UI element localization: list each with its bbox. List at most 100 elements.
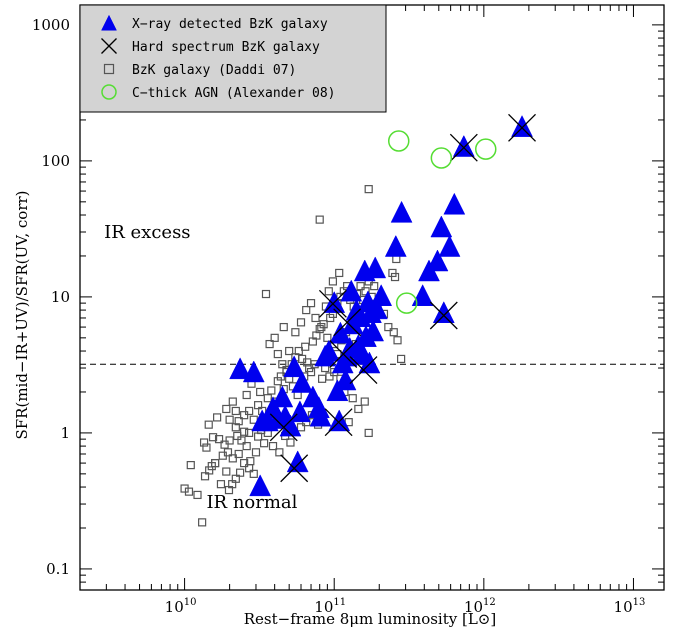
xray-bzk-point [438,234,461,257]
bzk-galaxy-point [306,299,316,308]
bzk-galaxy-point [348,394,357,403]
bzk-galaxy-point [228,397,237,406]
bzk-galaxy-point [225,436,234,445]
hard-spectrum-point [318,289,347,318]
x-axis-label: Rest−frame 8μm luminosity [L⊙] [244,610,496,628]
bzk-galaxy-point [364,428,373,438]
xray-bzk-point [326,379,349,402]
xray-bzk-point [309,404,332,427]
bzk-galaxy-point [231,406,240,416]
bzk-galaxy-point [279,322,288,332]
xray-bzk-point [426,249,449,272]
xray-bzk-point [358,351,381,374]
bzk-galaxy-point [245,428,254,438]
x-tick-label: 1010 [165,597,197,616]
legend: X−ray detected BzK galaxy Hard spectrum B… [79,4,387,113]
bzk-galaxy-point [202,443,211,452]
y-tick-label: 100 [41,152,70,170]
hard-spectrum-point [508,113,536,142]
xray-bzk-point [334,368,357,391]
cross-stroke [280,454,309,483]
hard-spectrum-point [269,413,298,442]
bzk-galaxy-point [325,372,334,381]
bzk-galaxy-point [317,322,326,332]
bzk-galaxy-point [240,458,249,468]
region-label: IR normal [206,492,297,513]
bzk-galaxy-point [204,420,213,429]
bzk-galaxy-point [296,423,306,432]
bzk-galaxy-point [323,333,332,342]
xray-bzk-point [364,256,387,279]
bzk-galaxy-point [265,339,274,349]
y-tick-label: 0.1 [46,560,70,578]
cross-stroke [333,308,362,337]
bzk-galaxy-point [302,305,311,315]
bzk-galaxy-point [216,480,226,489]
hard-spectrum-point [429,301,458,330]
bzk-galaxy-point [220,440,229,449]
bzk-galaxy-point [273,349,282,359]
bzk-galaxy-point [242,441,251,451]
bzk-galaxy-point [228,454,237,463]
bzk-galaxy-point [278,360,287,369]
bzk-galaxy-point [294,346,303,356]
bzk-galaxy-point [200,472,210,481]
bzk-galaxy-point [397,354,406,364]
hard-spectrum-point [101,38,117,54]
bzk-galaxy-point [370,282,379,291]
xray-bzk-point [229,357,252,380]
bzk-galaxy-point [306,367,316,377]
bzk-galaxy-point [231,423,240,432]
bzk-galaxy-point [245,464,254,473]
region-annotations: IR excess IR normal [104,222,298,513]
hard-spectrum-point [449,133,478,162]
bzk-galaxy-point [245,406,254,416]
xray-bzk-point [430,215,453,238]
bzk-galaxy-point [315,215,324,224]
xray-bzk-point [362,319,385,342]
bzk-galaxy-point [393,336,402,345]
xray-bzk-point [432,301,455,323]
legend-entry-label: C−thick AGN (Alexander 08) [132,86,336,101]
bzk-galaxy-point [267,386,276,395]
cthick-agn-point [388,130,410,152]
bzk-galaxy-point [311,313,320,323]
bzk-galaxy-point [251,448,261,457]
bzk-galaxy-point [296,318,306,327]
cthick-agn-point [395,292,418,314]
bzk-galaxy-point [285,346,294,356]
bzk-galaxy-point [263,394,272,403]
cross-stroke [318,289,347,318]
hard-spectrum-point [333,308,362,337]
bzk-galaxy-point [213,413,222,422]
bzk-galaxy-point [234,449,243,459]
hard-spectrum-point [324,408,353,437]
bzk-galaxy-point [222,467,231,476]
xray-bzk-point [452,134,475,157]
xray-bzk-point [286,450,309,473]
xray-bzk-point [291,370,313,393]
cross-stroke [508,113,536,142]
hard-spectrum-point [329,340,358,369]
bzk-galaxy-point [291,328,300,337]
bzk-galaxy-point [103,63,115,75]
bzk-galaxy-point [361,287,370,296]
cross-stroke [101,38,117,54]
y-tick-label: 1 [60,424,70,442]
bzk-galaxy-point [211,458,220,468]
bzk-galaxy-point [390,272,400,282]
xray-bzk-point [370,284,393,306]
bzk-galaxy-point [356,282,365,291]
bzk-galaxy-point [193,490,202,500]
bzk-galaxy-point [225,415,234,424]
xray-bzk-point [317,339,340,362]
legend-entry-label: Hard spectrum BzK galaxy [132,40,320,55]
cthick-agn-point [430,147,453,169]
bzk-galaxy-point [354,404,363,414]
hard-spectrum-point [349,356,378,384]
cross-stroke [269,413,298,442]
bzk-galaxy-point [240,411,249,420]
bzk-galaxy-point [256,387,265,397]
bzk-galaxy-point [240,427,249,436]
